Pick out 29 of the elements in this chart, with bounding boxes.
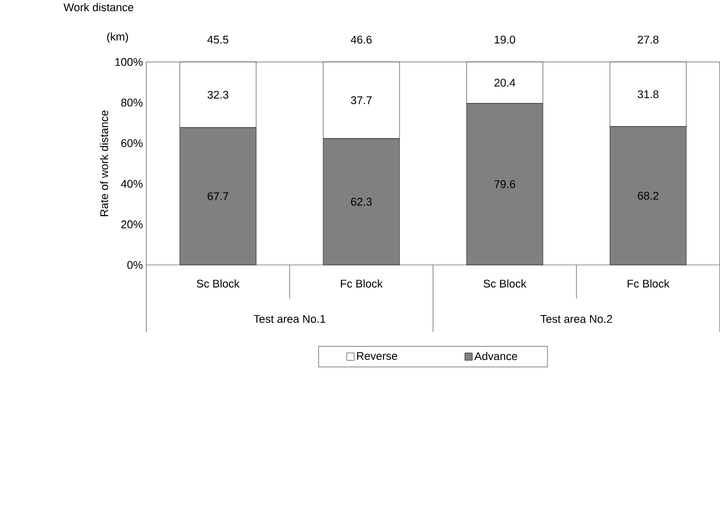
text: 45.5 <box>207 36 228 44</box>
text: Test area No.1 <box>254 315 326 323</box>
data-label: 62.3 <box>351 198 372 206</box>
text: Work distance <box>64 3 134 12</box>
text: 27.8 <box>638 36 658 44</box>
text: 46.6 <box>350 36 372 44</box>
data-label: 67.7 <box>208 192 228 200</box>
data-label: 68.2 <box>638 192 658 200</box>
data-label: 20.4 <box>494 78 516 87</box>
x-tick-label: Sc Block <box>484 280 526 288</box>
y-tick-label: 60% <box>121 139 143 148</box>
text: (km) <box>107 32 128 43</box>
data-label: 79.6 <box>494 180 516 188</box>
x-tick-label: Fc Block <box>340 280 383 288</box>
y-axis-title: Rate of work distance <box>100 110 108 216</box>
y-tick-label: 100% <box>115 58 143 66</box>
y-tick-label: 80% <box>121 98 143 107</box>
x-tick-label: Fc Block <box>628 280 670 288</box>
data-label: 32.3 <box>208 90 228 99</box>
text: Test area No.2 <box>540 315 612 324</box>
legend-label: Reverse <box>357 352 398 360</box>
y-tick-label: 20% <box>121 220 143 228</box>
data-label: 31.8 <box>638 90 658 98</box>
legend-label: Advance <box>474 352 518 360</box>
text: 19.0 <box>494 36 516 44</box>
y-tick-label: 0% <box>127 261 143 270</box>
data-label: 37.7 <box>350 96 372 104</box>
y-tick-label: 40% <box>120 180 143 188</box>
x-tick-label: Sc Block <box>196 280 240 288</box>
